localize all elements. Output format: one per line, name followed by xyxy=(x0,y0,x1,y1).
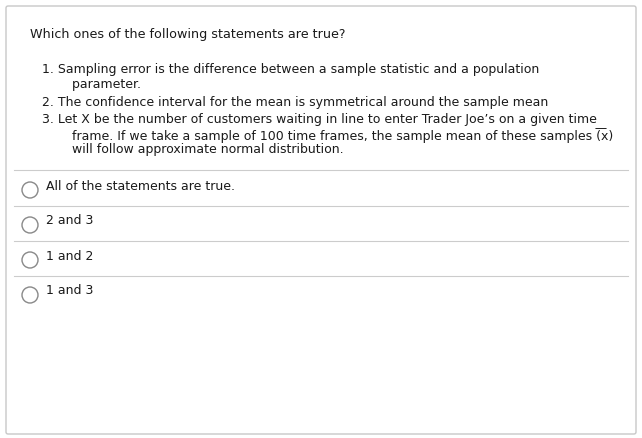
Text: frame. If we take a sample of 100 time frames, the sample mean of these samples : frame. If we take a sample of 100 time f… xyxy=(56,128,613,143)
Text: 3. Let X be the number of customers waiting in line to enter Trader Joe’s on a g: 3. Let X be the number of customers wait… xyxy=(42,113,597,126)
Text: Which ones of the following statements are true?: Which ones of the following statements a… xyxy=(30,28,345,41)
FancyBboxPatch shape xyxy=(6,6,636,434)
Text: 1 and 3: 1 and 3 xyxy=(46,285,93,297)
Text: parameter.: parameter. xyxy=(56,78,141,91)
Text: All of the statements are true.: All of the statements are true. xyxy=(46,180,235,192)
Text: will follow approximate normal distribution.: will follow approximate normal distribut… xyxy=(56,143,343,156)
Text: 2. The confidence interval for the mean is symmetrical around the sample mean: 2. The confidence interval for the mean … xyxy=(42,96,548,109)
Text: 1 and 2: 1 and 2 xyxy=(46,250,93,262)
Text: 2 and 3: 2 and 3 xyxy=(46,215,93,227)
Text: 1. Sampling error is the difference between a sample statistic and a population: 1. Sampling error is the difference betw… xyxy=(42,63,539,76)
